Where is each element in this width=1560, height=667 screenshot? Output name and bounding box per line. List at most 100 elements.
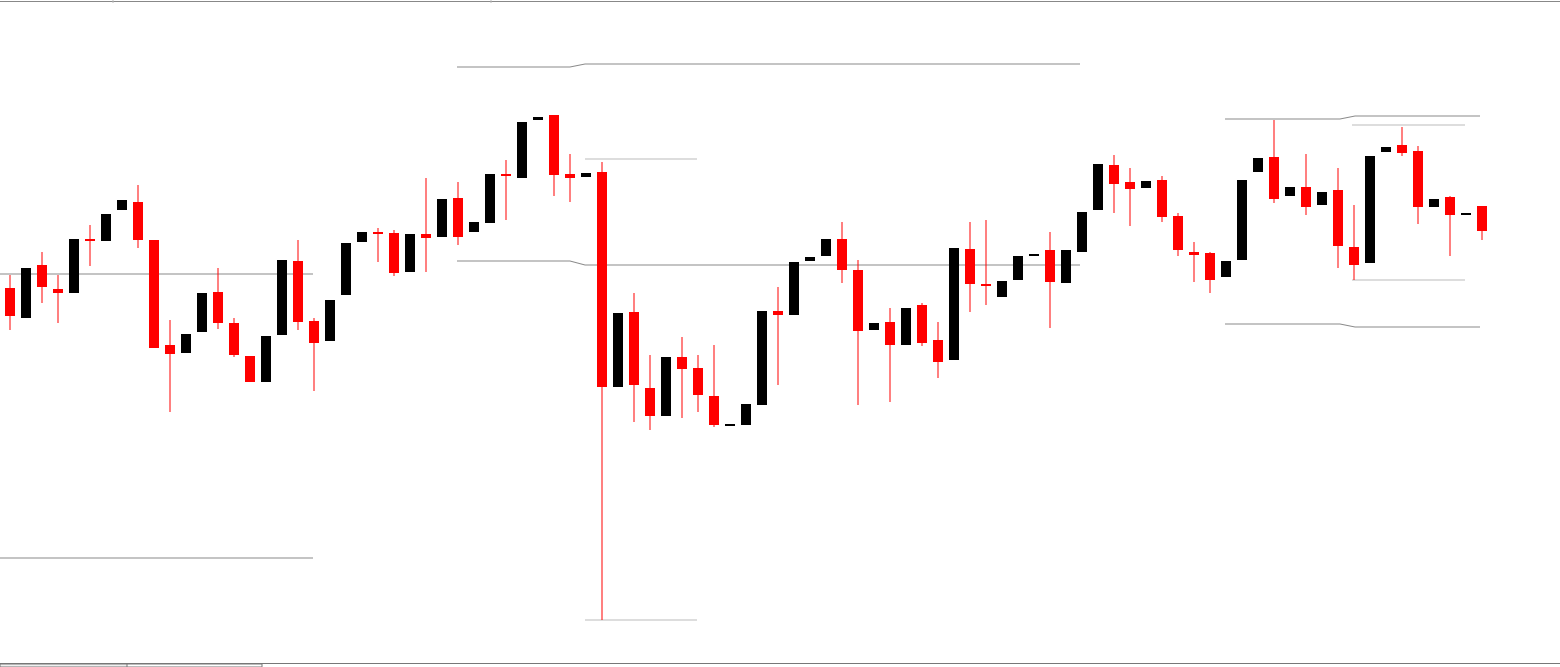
- candle-body: [1253, 158, 1263, 172]
- candle-body: [885, 322, 895, 345]
- candle-body: [453, 198, 463, 237]
- candle-body: [517, 122, 527, 178]
- candle-body: [1189, 252, 1199, 255]
- candle-body: [565, 174, 575, 178]
- candle-body: [1157, 180, 1167, 217]
- tab[interactable]: [126, 663, 263, 667]
- candle-body: [1141, 181, 1151, 188]
- candle-body: [501, 174, 511, 176]
- candle-body: [1013, 256, 1023, 280]
- candle-body: [469, 222, 479, 232]
- candle-body: [325, 300, 335, 341]
- candle-body: [901, 308, 911, 345]
- candle-body: [1221, 261, 1231, 277]
- candle-body: [853, 270, 863, 331]
- candle-body: [1269, 157, 1279, 199]
- candle-body: [773, 311, 783, 315]
- candle-body: [1413, 151, 1423, 207]
- candle-body: [1285, 187, 1295, 196]
- candles: [5, 115, 1487, 620]
- candle-body: [197, 293, 207, 332]
- candle-body: [997, 281, 1007, 297]
- candle-body: [357, 232, 367, 242]
- candle-body: [85, 239, 95, 241]
- candle-body: [709, 396, 719, 425]
- candle-body: [1061, 250, 1071, 283]
- candle-body: [1317, 192, 1327, 205]
- candle-body: [549, 115, 559, 175]
- candle-body: [837, 239, 847, 270]
- candle-body: [1109, 165, 1119, 184]
- candle-body: [309, 321, 319, 343]
- candle-body: [965, 249, 975, 284]
- candle-body: [69, 239, 79, 293]
- candle-body: [1205, 253, 1215, 280]
- candle-body: [1365, 156, 1375, 263]
- candle-body: [261, 336, 271, 382]
- candle-body: [1301, 187, 1311, 207]
- candle-body: [117, 200, 127, 210]
- candle-body: [933, 340, 943, 362]
- candle-body: [789, 262, 799, 315]
- candle-body: [869, 323, 879, 330]
- candle-body: [229, 323, 239, 355]
- candle-body: [149, 240, 159, 348]
- candle-body: [37, 265, 47, 287]
- candle-body: [5, 288, 15, 316]
- candle-body: [1029, 254, 1039, 256]
- candle-body: [1077, 212, 1087, 252]
- candle-body: [1125, 182, 1135, 189]
- candle-body: [533, 117, 543, 120]
- level-line: [1225, 115, 1480, 328]
- candle-body: [1093, 164, 1103, 210]
- candle-body: [277, 260, 287, 335]
- candle-body: [165, 345, 175, 354]
- candle-body: [1429, 199, 1439, 207]
- candle-body: [757, 311, 767, 405]
- candle-body: [949, 248, 959, 360]
- candle-body: [293, 261, 303, 322]
- candle-body: [21, 268, 31, 318]
- candle-body: [629, 312, 639, 385]
- candle-body: [133, 202, 143, 240]
- candle-body: [805, 257, 815, 261]
- candle-body: [405, 234, 415, 272]
- candle-body: [725, 424, 735, 426]
- candle-body: [341, 243, 351, 295]
- candle-body: [101, 214, 111, 241]
- candle-body: [1477, 206, 1487, 231]
- level-line: [585, 158, 697, 621]
- candle-body: [421, 234, 431, 238]
- candle-body: [821, 239, 831, 256]
- candle-body: [581, 173, 591, 177]
- candle-body: [53, 289, 63, 293]
- candle-body: [437, 199, 447, 237]
- candle-body: [1445, 197, 1455, 215]
- candle-body: [1045, 250, 1055, 282]
- candle-body: [917, 305, 927, 343]
- level-line: [457, 63, 1080, 266]
- candle-body: [181, 334, 191, 353]
- candle-body: [1397, 145, 1407, 153]
- candle-body: [1381, 147, 1391, 152]
- candle-body: [1349, 247, 1359, 265]
- candle-body: [245, 356, 255, 382]
- candle-body: [485, 174, 495, 223]
- candle-body: [1173, 216, 1183, 250]
- candle-body: [1333, 190, 1343, 246]
- candle-body: [981, 284, 991, 286]
- candle-body: [613, 313, 623, 387]
- candle-body: [597, 172, 607, 387]
- candle-body: [661, 357, 671, 416]
- candle-body: [373, 232, 383, 234]
- level-line: [1352, 124, 1465, 281]
- candle-body: [693, 368, 703, 395]
- candle-body: [1237, 180, 1247, 260]
- candle-body: [213, 292, 223, 323]
- candle-body: [645, 388, 655, 416]
- candle-body: [1461, 213, 1471, 215]
- candle-body: [389, 233, 399, 273]
